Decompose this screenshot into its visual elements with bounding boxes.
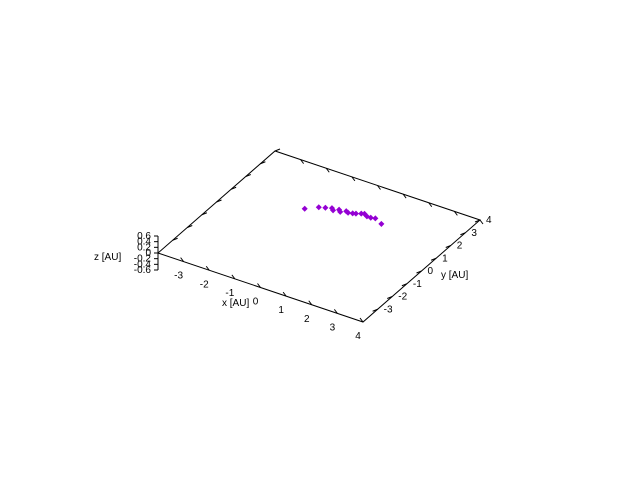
y-tick-label: -1 <box>413 279 422 290</box>
y-tick-label: 2 <box>457 241 463 252</box>
y-tick-label: 4 <box>486 215 492 226</box>
data-point <box>353 211 358 216</box>
x-tick-label: 0 <box>253 297 259 308</box>
data-point <box>373 216 378 221</box>
y-tick-label: 3 <box>471 228 477 239</box>
ticks-group: -3-2-101234-3-2-1012340.60.40.20-0.2-0.4… <box>134 149 492 342</box>
z-tick-label: -0.6 <box>134 265 152 276</box>
y-tick-label: -2 <box>398 292 407 303</box>
data-point <box>323 205 328 210</box>
y-tick-label: -3 <box>384 304 393 315</box>
x-tick-label: -2 <box>200 279 209 290</box>
x-axis-label: x [AU] <box>222 298 249 309</box>
y-tick-label: 0 <box>428 266 434 277</box>
x-tick-label: 2 <box>304 314 310 325</box>
x-tick-label: -3 <box>174 271 183 282</box>
z-axis-label: z [AU] <box>94 252 121 263</box>
y-axis-label: y [AU] <box>441 270 468 281</box>
x-tick-label: 4 <box>355 331 361 342</box>
base-plane-border <box>158 151 480 322</box>
y-tick-mirror <box>275 149 280 151</box>
axes-group <box>158 151 480 322</box>
x-tick-label: 3 <box>330 322 336 333</box>
x-tick-label: 1 <box>278 305 284 316</box>
data-point <box>379 221 384 226</box>
y-tick-label: 1 <box>442 253 448 264</box>
points-group <box>302 205 384 227</box>
x-tick-mirror <box>480 220 483 224</box>
data-point <box>302 206 307 211</box>
data-point <box>316 205 321 210</box>
